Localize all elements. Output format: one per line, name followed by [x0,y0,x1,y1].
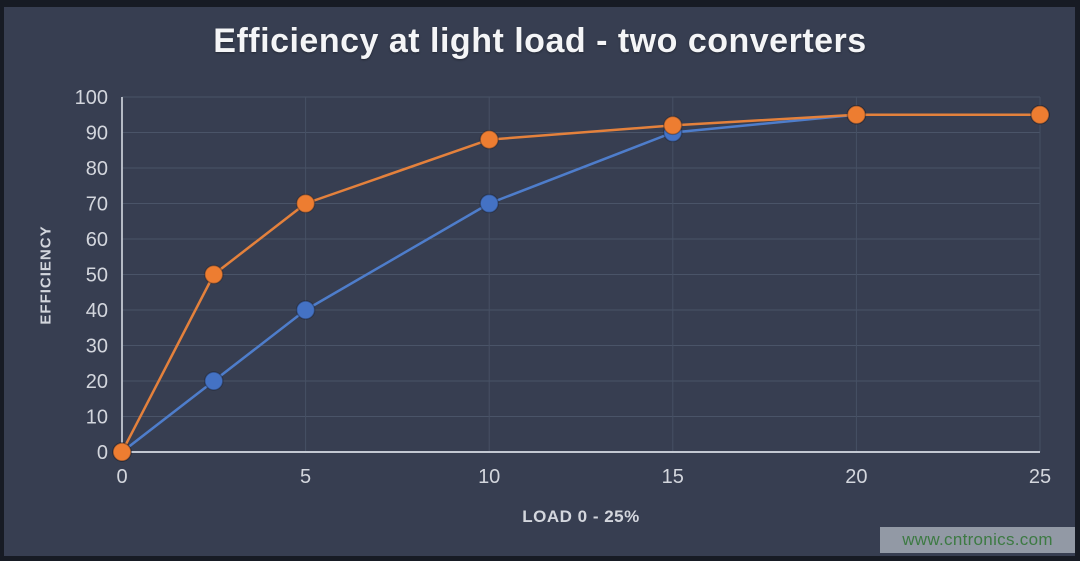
converter-orange-marker [112,442,132,462]
chart-title: Efficiency at light load - two converter… [213,22,867,60]
watermark-text: www.cntronics.com [902,530,1053,549]
x-tick-label: 15 [662,466,684,488]
y-tick-label: 30 [86,336,108,358]
y-tick-label: 20 [86,371,108,393]
watermark-band: www.cntronics.com [880,527,1075,553]
y-tick-label: 80 [86,158,108,180]
y-tick-label: 0 [97,442,108,464]
converter-orange-marker [204,264,224,285]
y-tick-label: 50 [86,265,108,287]
converter-orange-marker [846,105,867,125]
chart-background [4,7,1075,556]
y-tick-label: 100 [75,87,108,109]
converter-orange-marker [295,193,316,214]
converter-orange-marker [1030,105,1050,125]
converter-blue-marker [295,300,316,320]
converter-orange-marker [663,115,683,136]
y-axis-title: EFFICIENCY [37,225,55,325]
x-tick-label: 5 [300,466,311,488]
x-axis-title: LOAD 0 - 25% [522,507,640,526]
y-tick-label: 90 [86,123,108,145]
y-tick-label: 60 [86,229,108,251]
y-tick-label: 70 [86,194,108,216]
converter-orange-line [120,113,1040,453]
y-tick-label: 10 [86,407,108,429]
converter-orange-marker [479,129,499,150]
converter-blue-marker [204,371,224,391]
x-tick-label: 0 [116,466,127,488]
converter-blue-marker [479,193,499,214]
y-tick-label: 40 [86,300,108,322]
x-tick-label: 10 [478,466,500,488]
converter-blue-line [121,113,1040,453]
x-tick-label: 20 [845,466,867,488]
x-tick-label: 25 [1029,466,1051,488]
